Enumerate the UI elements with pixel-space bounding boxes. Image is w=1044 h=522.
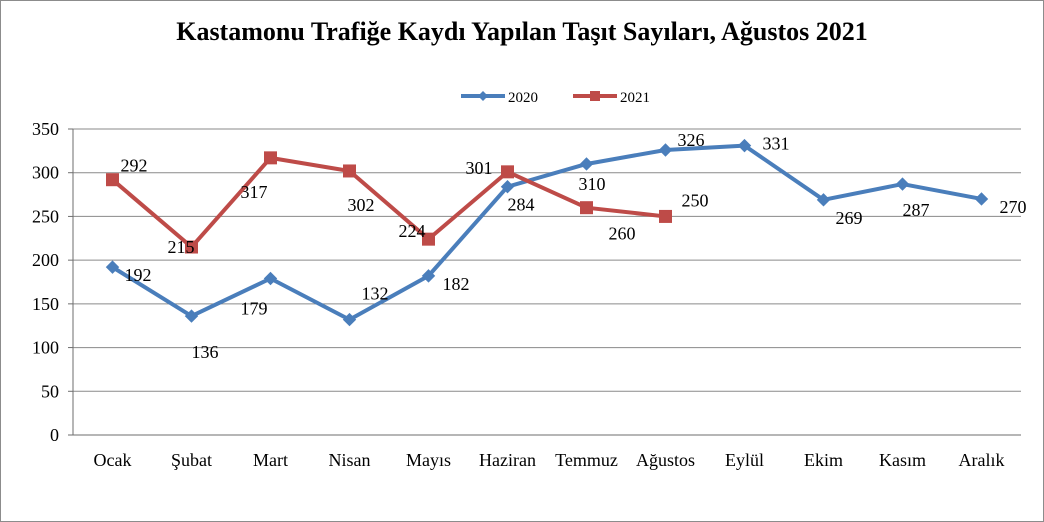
marker-2021 [264,151,277,165]
data-label: 310 [579,174,606,194]
data-label: 287 [903,200,930,220]
marker-2020 [421,269,436,283]
data-label: 269 [836,208,863,228]
data-label: 215 [168,237,195,257]
y-tick-label: 0 [50,425,59,445]
x-tick-label: Mart [253,450,288,470]
data-label: 260 [609,224,636,244]
marker-2021 [185,240,198,254]
legend-marker-2021 [590,91,600,101]
data-label: 301 [466,158,493,178]
marker-2020 [342,312,357,327]
chart-title: Kastamonu Trafiğe Kaydı Yapılan Taşıt Sa… [176,17,868,46]
x-tick-label: Kasım [879,450,926,470]
data-label: 284 [508,195,535,215]
marker-2020 [895,177,910,191]
data-label: 270 [1000,197,1027,217]
data-label: 182 [443,274,470,294]
data-label: 250 [682,190,709,210]
data-label: 192 [125,265,152,285]
marker-2021 [343,164,356,178]
y-tick-label: 100 [32,338,59,358]
marker-2021 [580,201,593,215]
x-tick-label: Ekim [804,450,843,470]
x-tick-label: Şubat [171,450,212,470]
y-tick-label: 300 [32,163,59,183]
x-tick-label: Aralık [959,450,1005,470]
data-label: 292 [121,156,148,176]
marker-2020 [737,138,752,153]
series-line-2021 [111,155,666,250]
y-tick-label: 50 [41,381,59,401]
marker-2020 [974,192,989,206]
x-tick-label: Nisan [329,450,371,470]
legend-label-2021: 2021 [620,90,650,106]
marker-2020 [184,309,199,323]
marker-2020 [658,143,673,157]
data-label: 179 [241,299,268,319]
x-tick-label: Mayıs [406,450,451,470]
y-tick-label: 150 [32,294,59,314]
marker-2020 [579,157,594,171]
x-tick-label: Temmuz [555,450,618,470]
series-line-2020 [111,143,982,322]
x-tick-label: Haziran [479,450,536,470]
data-label: 326 [678,130,705,150]
y-tick-label: 200 [32,250,59,270]
marker-2021 [422,232,435,246]
data-label: 302 [348,195,375,215]
data-label: 224 [399,221,426,241]
data-label: 136 [192,342,219,362]
data-label: 317 [241,182,268,202]
legend-marker-2020 [478,91,488,101]
x-tick-label: Eylül [725,450,764,470]
marker-2021 [501,165,514,179]
marker-2020 [500,179,515,194]
legend-label-2020: 2020 [508,90,538,106]
x-tick-label: Ocak [94,450,132,470]
y-tick-label: 250 [32,206,59,226]
x-tick-label: Ağustos [636,450,695,470]
marker-2020 [816,193,831,207]
data-label: 132 [362,284,389,304]
marker-2020 [263,271,278,286]
marker-2021 [659,209,672,223]
data-label: 331 [763,134,790,154]
marker-2021 [106,173,119,187]
marker-2020 [105,260,120,274]
y-tick-label: 350 [32,119,59,139]
